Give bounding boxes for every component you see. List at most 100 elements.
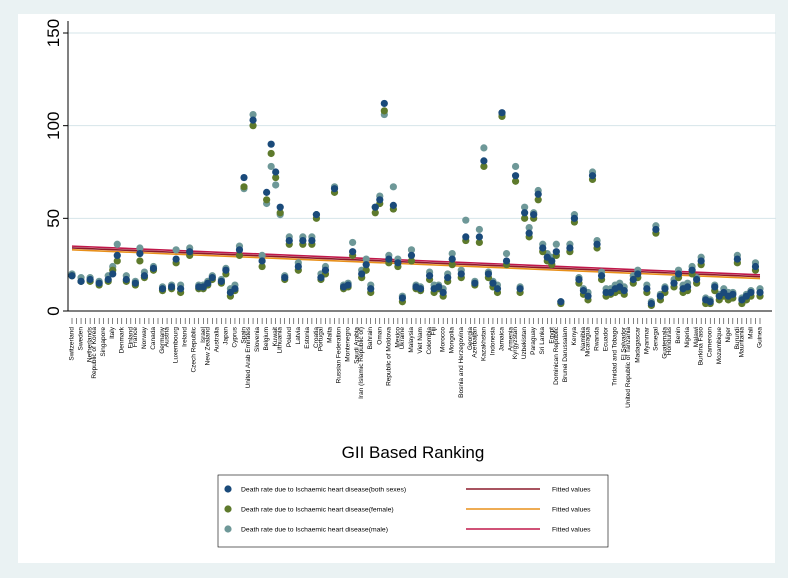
point-both-sexes [670, 279, 678, 287]
point-male [249, 110, 257, 119]
point-male [362, 255, 370, 263]
point-both-sexes [502, 257, 511, 265]
point-both-sexes [656, 292, 665, 300]
x-tick-label: Switzerland [69, 327, 76, 361]
point-both-sexes [539, 244, 547, 252]
x-tick-label: Niger [725, 326, 732, 342]
x-tick-label: Cameroon [707, 327, 714, 358]
point-both-sexes [240, 173, 248, 182]
point-female [240, 183, 248, 191]
x-tick-label: Kazakhstan [480, 327, 487, 361]
point-both-sexes [484, 270, 493, 278]
point-female [534, 196, 542, 204]
x-tick-label: Morocco [440, 327, 447, 352]
x-tick-label: Canada [150, 327, 157, 350]
point-female [521, 214, 529, 222]
point-both-sexes [299, 236, 307, 245]
x-tick-label: Nigeria [684, 327, 691, 348]
point-both-sexes [294, 262, 302, 271]
x-tick-label: Uzbekistan [521, 327, 528, 360]
x-tick-label: Sri Lanka [539, 327, 546, 355]
point-both-sexes [376, 196, 384, 204]
point-both-sexes [231, 285, 239, 293]
point-both-sexes [86, 275, 94, 284]
x-tick-label: Brunei Darussalam [562, 327, 569, 382]
x-tick-label: Slovenia [254, 327, 261, 352]
point-female [272, 173, 280, 182]
point-both-sexes [208, 274, 216, 282]
x-tick-label: Myanmar [643, 326, 650, 354]
legend-series-label: Death rate due to Ischaemic heart diseas… [241, 507, 394, 514]
point-male [480, 144, 488, 152]
point-both-sexes [204, 279, 212, 287]
point-female [276, 209, 284, 217]
x-tick-label: Estonia [304, 327, 311, 349]
x-tick-label: Guinea [757, 327, 764, 348]
point-both-sexes [457, 270, 465, 278]
x-tick-label: Armenia [508, 327, 515, 352]
x-tick-label: Burkina Faso [698, 327, 705, 366]
point-both-sexes [584, 292, 592, 300]
point-female [380, 107, 388, 115]
point-both-sexes [321, 266, 330, 274]
point-both-sexes [425, 272, 434, 280]
point-both-sexes [751, 262, 760, 271]
point-both-sexes [385, 255, 393, 263]
point-both-sexes [593, 240, 601, 248]
legend-series-label: Death rate due to Ischaemic heart diseas… [241, 527, 388, 534]
point-both-sexes [217, 277, 225, 285]
x-tick-label: Kenya [571, 327, 578, 346]
point-male [267, 162, 275, 171]
point-both-sexes [235, 246, 244, 254]
x-tick-label: Mauritania [738, 327, 745, 358]
x-tick-label: Nicaragua [585, 327, 592, 357]
x-tick-label: Colombia [426, 327, 433, 355]
point-both-sexes [367, 285, 375, 293]
point-both-sexes [186, 248, 194, 256]
point-female [475, 238, 483, 247]
x-tick-label: Israel [200, 326, 207, 342]
x-tick-label: Saudi Arabia [354, 327, 361, 364]
point-both-sexes [516, 285, 524, 293]
point-both-sexes [172, 255, 180, 263]
x-tick-label: Russian Federation [336, 327, 343, 384]
point-both-sexes [552, 248, 560, 256]
point-male [502, 249, 511, 258]
x-tick-label: Luxembourg [173, 327, 180, 364]
point-both-sexes [511, 172, 520, 180]
x-tick-label: Madagascar [634, 326, 641, 363]
legend: Death rate due to Ischaemic heart diseas… [217, 474, 609, 548]
point-both-sexes [588, 172, 597, 180]
y-tick-label: 100 [44, 111, 63, 139]
x-tick-label: Australia [213, 327, 220, 353]
x-tick-label: Republic of Moldova [385, 327, 392, 386]
x-tick-label: Georgia [467, 327, 474, 351]
point-both-sexes [140, 272, 149, 280]
legend-marker-1 [224, 505, 232, 513]
point-male [349, 238, 357, 247]
legend-marker-2 [224, 525, 232, 533]
point-both-sexes [349, 248, 357, 256]
point-male [525, 224, 533, 232]
point-both-sexes [149, 264, 158, 272]
point-both-sexes [444, 274, 452, 282]
x-tick-label: Poland [286, 327, 293, 348]
point-both-sexes [471, 279, 479, 287]
point-both-sexes [158, 285, 167, 293]
point-both-sexes [136, 249, 144, 258]
x-tick-label: Japan [222, 327, 229, 345]
point-both-sexes [416, 285, 425, 293]
point-both-sexes [131, 279, 139, 287]
point-both-sexes [570, 214, 579, 222]
point-both-sexes [167, 283, 176, 291]
x-tick-label: Trinidad and Tobago [612, 327, 619, 386]
x-tick-label: Republic of Korea [91, 327, 98, 379]
point-female [267, 149, 275, 158]
point-both-sexes [109, 270, 117, 278]
x-tick-label: Finland [127, 327, 134, 349]
legend-fit-label: Fitted values [552, 527, 591, 534]
point-both-sexes [493, 285, 502, 293]
data-points [68, 99, 764, 310]
point-male [475, 225, 483, 234]
